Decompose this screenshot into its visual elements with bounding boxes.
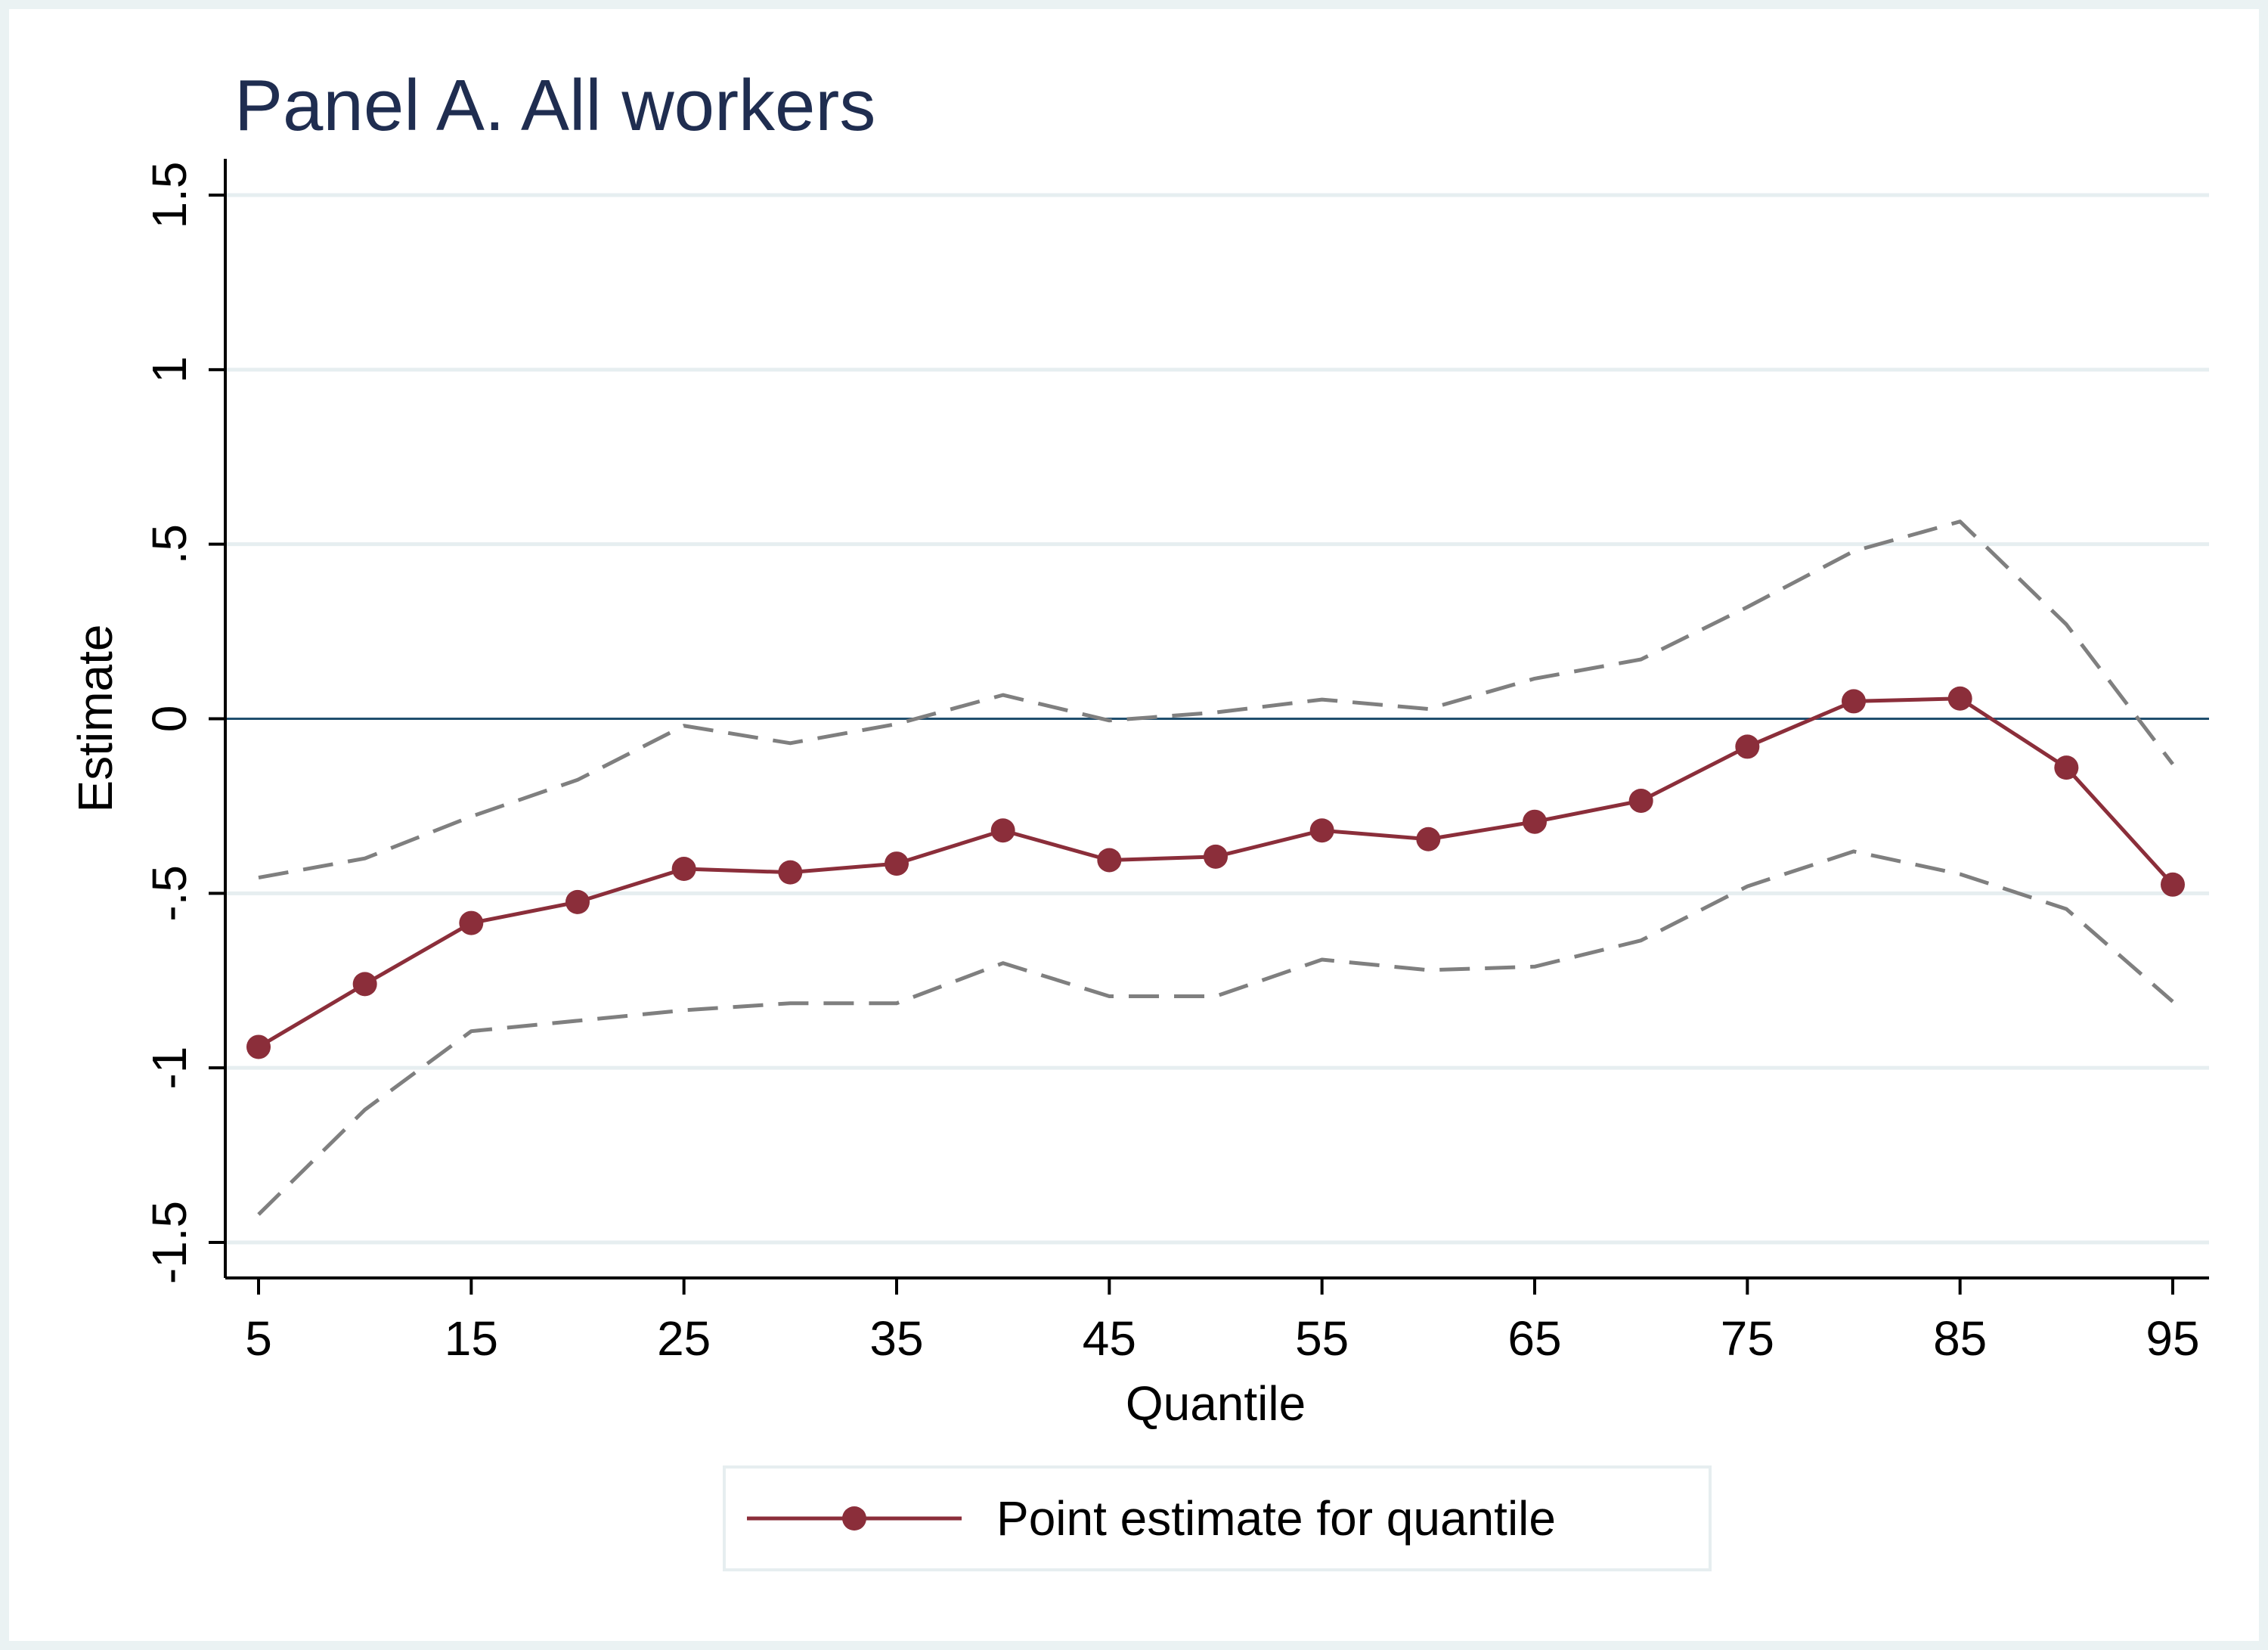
data-point-0-11: [1416, 827, 1441, 851]
data-point-0-12: [1523, 809, 1547, 834]
data-point-0-6: [885, 851, 909, 876]
data-point-0-5: [778, 860, 803, 885]
data-point-0-4: [671, 857, 696, 882]
chart-title: Panel A. All workers: [234, 65, 875, 146]
data-point-0-9: [1204, 844, 1228, 869]
x-axis-title: Quantile: [1126, 1376, 1306, 1431]
data-point-0-1: [352, 972, 377, 997]
chart-background: [9, 9, 2259, 1641]
data-point-0-3: [565, 889, 590, 914]
legend-marker-swatch: [842, 1506, 866, 1531]
series-line-2: [257, 849, 2174, 1216]
x-tick-label-1: 15: [445, 1311, 498, 1366]
y-tick-label-5: 1: [142, 356, 197, 383]
series-line-0: [257, 696, 2174, 1049]
x-tick-label-6: 65: [1507, 1311, 1561, 1366]
x-tick-label-5: 55: [1295, 1311, 1349, 1366]
y-tick-label-0: -1.5: [142, 1201, 197, 1284]
series-line-1: [258, 520, 2174, 880]
x-tick-label-3: 35: [869, 1311, 923, 1366]
y-tick-label-1: -1: [142, 1047, 197, 1090]
data-point-0-15: [1842, 689, 1866, 714]
x-tick-label-0: 5: [245, 1311, 272, 1366]
y-tick-label-3: 0: [142, 706, 197, 733]
x-tick-label-9: 95: [2146, 1311, 2199, 1366]
legend: Point estimate for quantile: [723, 1465, 1712, 1571]
data-point-0-16: [1947, 686, 1972, 711]
y-tick-label-4: .5: [142, 524, 197, 564]
x-tick-label-4: 45: [1083, 1311, 1136, 1366]
x-axis-ticks: 5 15 25 35 45 55 65 75 85 95: [245, 1278, 2200, 1366]
data-point-0-13: [1628, 788, 1653, 813]
data-point-0-18: [2161, 872, 2185, 897]
legend-label-point-estimate: Point estimate for quantile: [996, 1491, 1556, 1546]
data-point-0-17: [2054, 755, 2079, 780]
data-point-0-14: [1735, 734, 1760, 759]
x-tick-label-2: 25: [657, 1311, 711, 1366]
data-point-0-7: [990, 818, 1015, 843]
data-point-0-2: [459, 910, 484, 935]
y-axis-ticks: -1.5 -1 -.5 0 .5 1 1.5: [142, 162, 225, 1284]
data-point-0-10: [1309, 818, 1334, 843]
y-tick-label-6: 1.5: [142, 162, 197, 229]
x-tick-label-8: 85: [1933, 1311, 1987, 1366]
data-point-0-8: [1097, 848, 1122, 873]
x-tick-label-7: 75: [1721, 1311, 1774, 1366]
y-tick-label-2: -.5: [142, 865, 197, 922]
data-point-0-0: [246, 1034, 271, 1059]
series-layer: [246, 520, 2185, 1216]
y-axis-title: Estimate: [68, 625, 122, 813]
